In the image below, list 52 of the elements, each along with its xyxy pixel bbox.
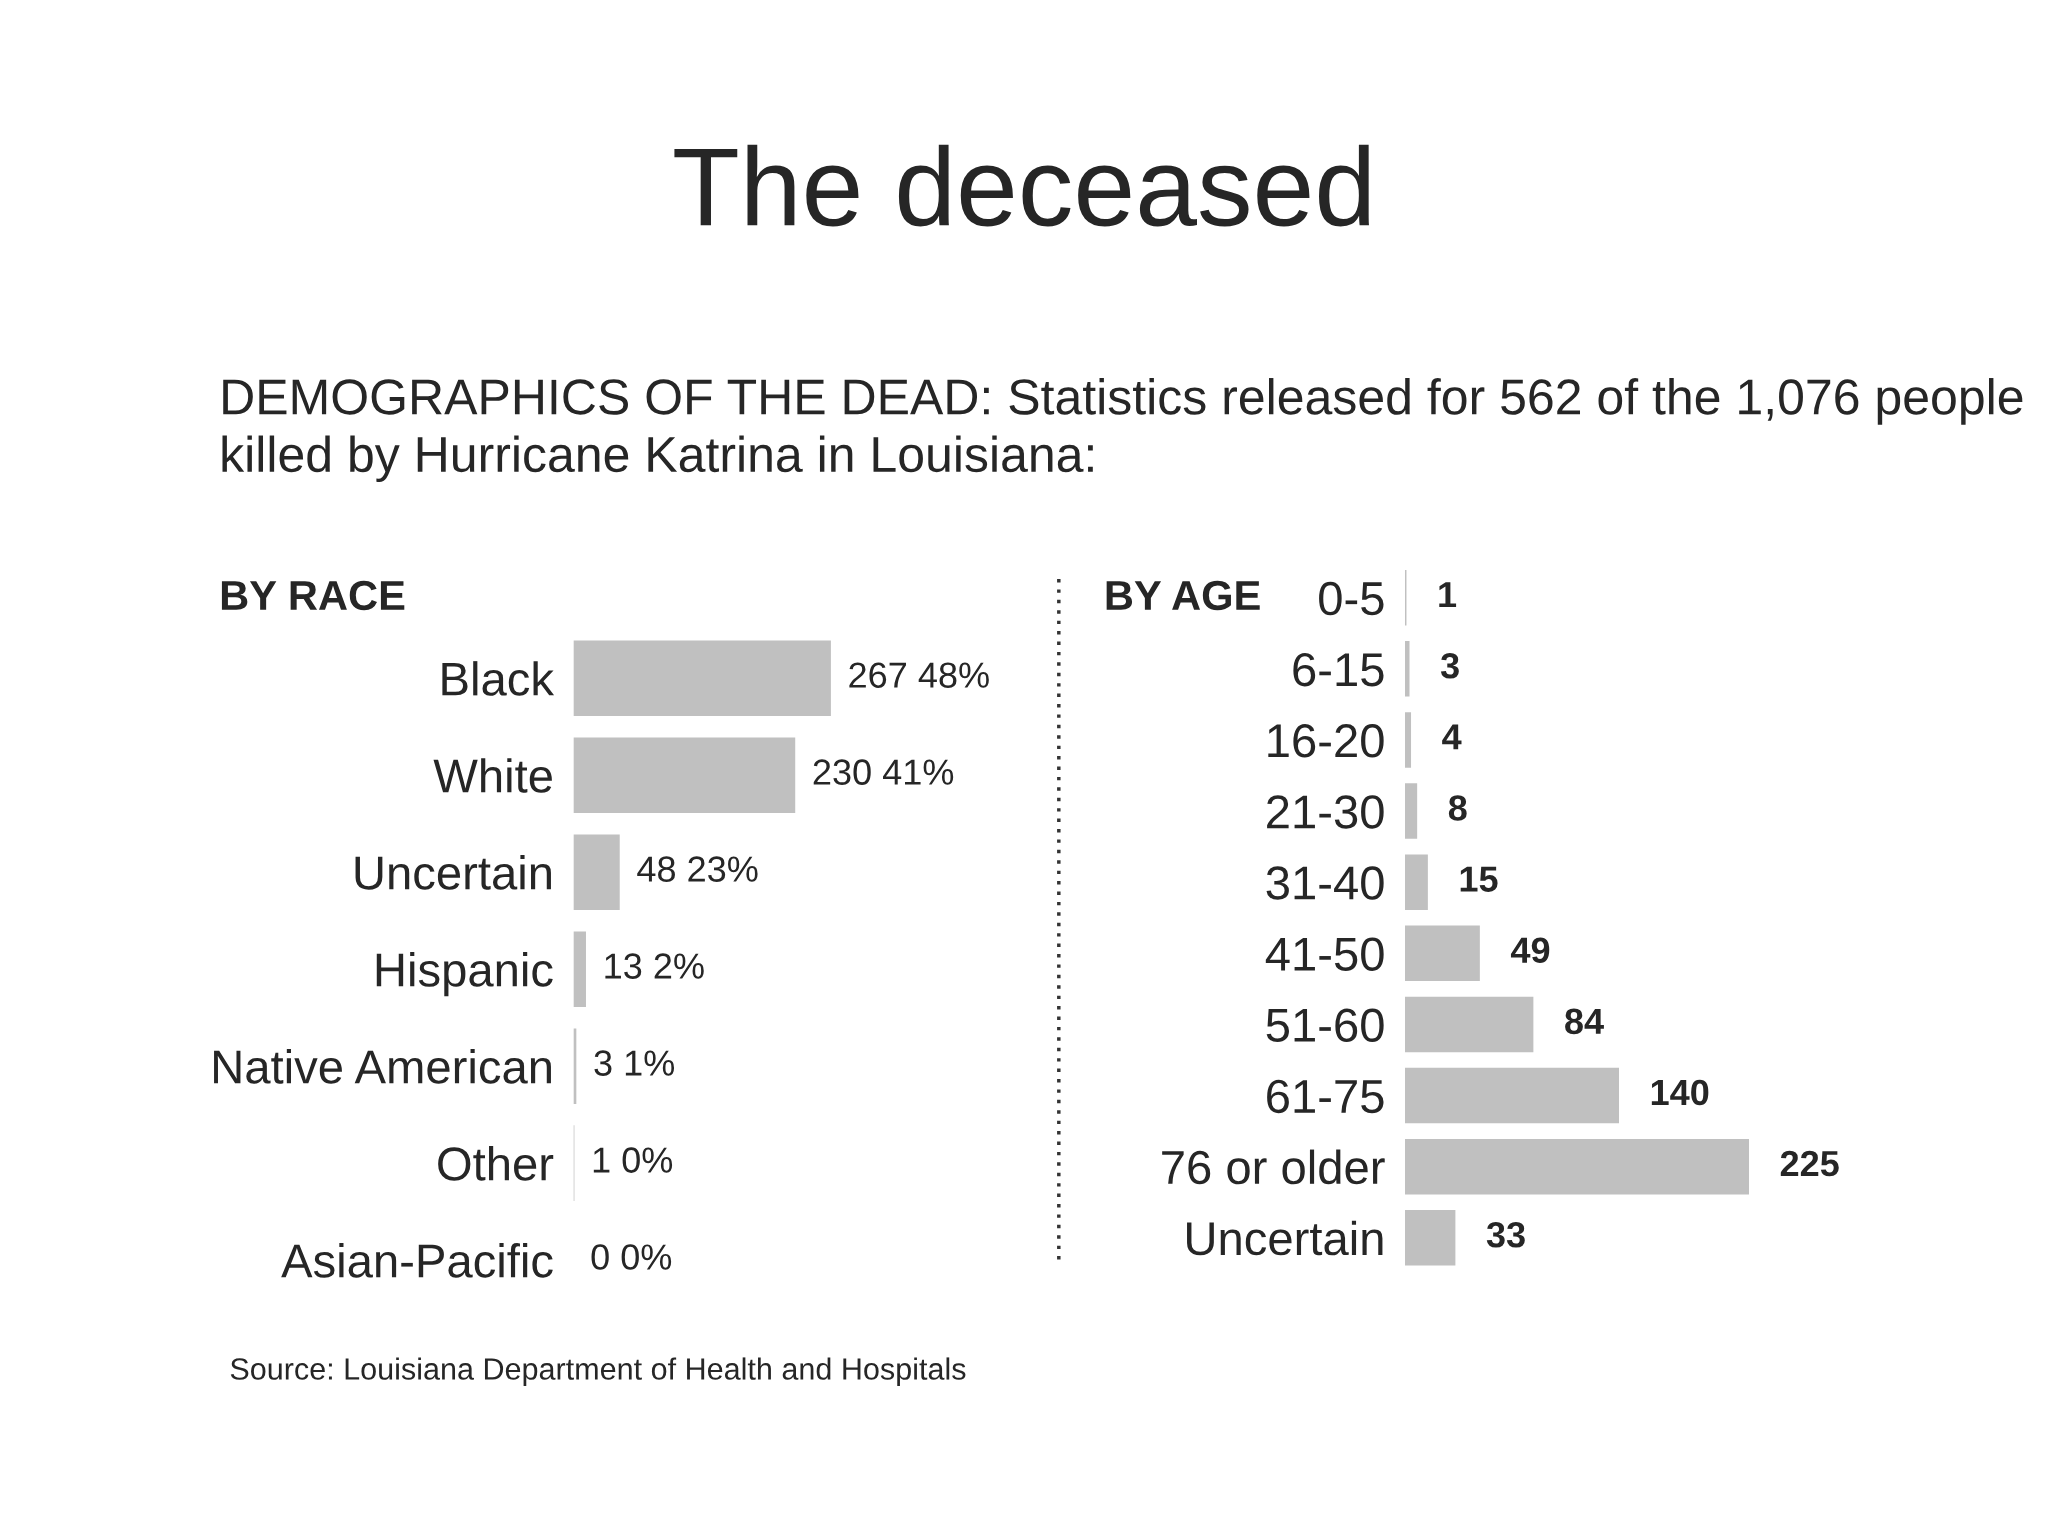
bar [1404, 641, 1410, 697]
bar [1404, 996, 1534, 1053]
bar [1404, 783, 1418, 839]
data-label: 48 23% [637, 856, 758, 882]
data-label: 267 48% [849, 662, 989, 688]
y-tick-label: 16-20 [1268, 724, 1384, 758]
y-tick-label: 21-30 [1267, 795, 1384, 829]
data-label: 8 [1448, 795, 1467, 821]
bar [1404, 854, 1428, 910]
y-tick-label: Hispanic [376, 952, 553, 997]
chart-title: BY RACE [221, 580, 405, 611]
y-tick-label: Uncertain [1187, 1220, 1383, 1256]
data-label: 49 [1510, 937, 1550, 964]
text: The deceased [674, 144, 1369, 227]
data-label: 84 [1565, 1008, 1604, 1035]
y-tick-label: 31-40 [1266, 866, 1384, 900]
y-tick-label: Native American [214, 1049, 551, 1084]
bar [573, 834, 620, 911]
y-tick-label: Other [438, 1146, 554, 1181]
y-tick-label: Black [442, 661, 555, 696]
data-label: 140 [1651, 1079, 1709, 1106]
data-label: 3 1% [594, 1050, 675, 1076]
bar [573, 640, 831, 717]
bar [1404, 1210, 1456, 1266]
data-label: 230 41% [813, 759, 954, 785]
y-tick-label: 76 or older [1162, 1149, 1385, 1185]
y-tick-label: 6-15 [1293, 652, 1384, 687]
chart-title: BY AGE [1106, 580, 1260, 611]
data-label: 3 [1440, 652, 1459, 679]
y-tick-label: 51-60 [1266, 1008, 1384, 1043]
text: DEMOGRAPHICS OF THE DEAD: Statistics released for 562 of the 1,076 people killed by Hurricane Katrina in Louisiana: [222, 378, 2023, 483]
data-label: 1 0% [593, 1147, 673, 1173]
y-tick-label: Uncertain [355, 855, 551, 890]
bar [1404, 1138, 1749, 1195]
data-label: 13 2% [605, 953, 704, 979]
data-label: 225 [1780, 1150, 1839, 1177]
data-label: 15 [1460, 866, 1498, 892]
y-tick-label: 61-75 [1267, 1079, 1384, 1114]
y-tick-label: Asian-Pacific [281, 1243, 553, 1278]
data-label: 4 [1442, 724, 1462, 750]
bar [1404, 925, 1480, 982]
bar [1404, 712, 1412, 768]
y-tick-label: 41-50 [1265, 937, 1384, 971]
data-label: 33 [1486, 1221, 1525, 1248]
data-label: 0 0% [591, 1244, 672, 1270]
y-tick-label: White [433, 758, 552, 793]
bar [1404, 1067, 1620, 1124]
y-tick-label: 0-5 [1319, 581, 1384, 616]
data-label: 1 [1439, 582, 1457, 608]
bar [573, 931, 586, 1008]
bar [573, 737, 796, 814]
source-note: Source: Louisiana Department of Health and Hospitals [230, 1357, 966, 1386]
